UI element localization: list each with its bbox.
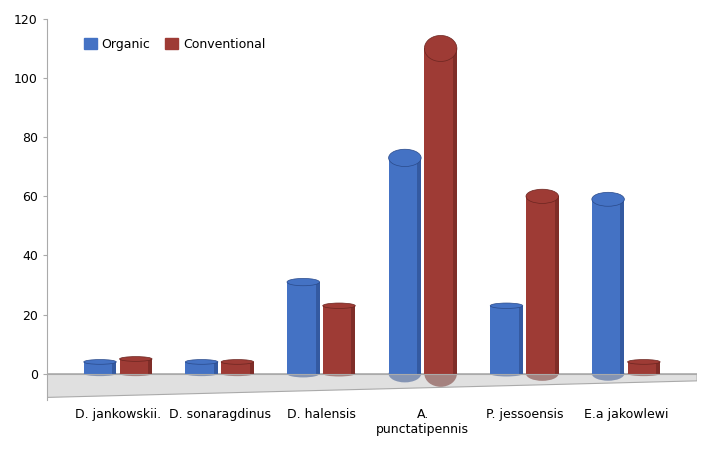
Ellipse shape [186, 371, 218, 376]
Bar [656, 362, 660, 374]
Bar [148, 359, 152, 374]
Ellipse shape [323, 303, 356, 308]
Ellipse shape [592, 192, 624, 206]
Bar [287, 282, 319, 374]
Bar [592, 199, 624, 374]
Ellipse shape [221, 371, 254, 376]
Bar [221, 362, 254, 374]
Bar [526, 196, 559, 374]
Bar [424, 49, 457, 374]
Bar [351, 306, 356, 374]
Ellipse shape [221, 360, 254, 364]
Ellipse shape [424, 36, 457, 62]
Ellipse shape [490, 371, 523, 377]
Bar [417, 158, 421, 374]
Ellipse shape [592, 367, 624, 381]
Ellipse shape [424, 361, 457, 387]
Ellipse shape [84, 371, 117, 376]
Bar [214, 362, 218, 374]
Bar [453, 49, 457, 374]
Bar [519, 306, 523, 374]
Ellipse shape [389, 365, 421, 382]
Bar [490, 306, 523, 374]
Ellipse shape [389, 149, 421, 166]
Ellipse shape [84, 360, 117, 364]
Bar [621, 199, 624, 374]
Polygon shape [47, 374, 697, 397]
Legend: Organic, Conventional: Organic, Conventional [79, 33, 270, 56]
Ellipse shape [628, 360, 660, 364]
Ellipse shape [119, 371, 152, 376]
Bar [628, 362, 660, 374]
Ellipse shape [526, 367, 559, 381]
Ellipse shape [323, 371, 356, 377]
Bar [112, 362, 117, 374]
Ellipse shape [287, 370, 319, 378]
Bar [84, 362, 117, 374]
Bar [250, 362, 254, 374]
Bar [119, 359, 152, 374]
Ellipse shape [186, 360, 218, 364]
Ellipse shape [490, 303, 523, 308]
Bar [186, 362, 218, 374]
Ellipse shape [119, 356, 152, 361]
Bar [389, 158, 421, 374]
Ellipse shape [628, 371, 660, 376]
Bar [323, 306, 356, 374]
Ellipse shape [287, 279, 319, 286]
Ellipse shape [526, 189, 559, 203]
Bar [316, 282, 319, 374]
Bar [555, 196, 559, 374]
